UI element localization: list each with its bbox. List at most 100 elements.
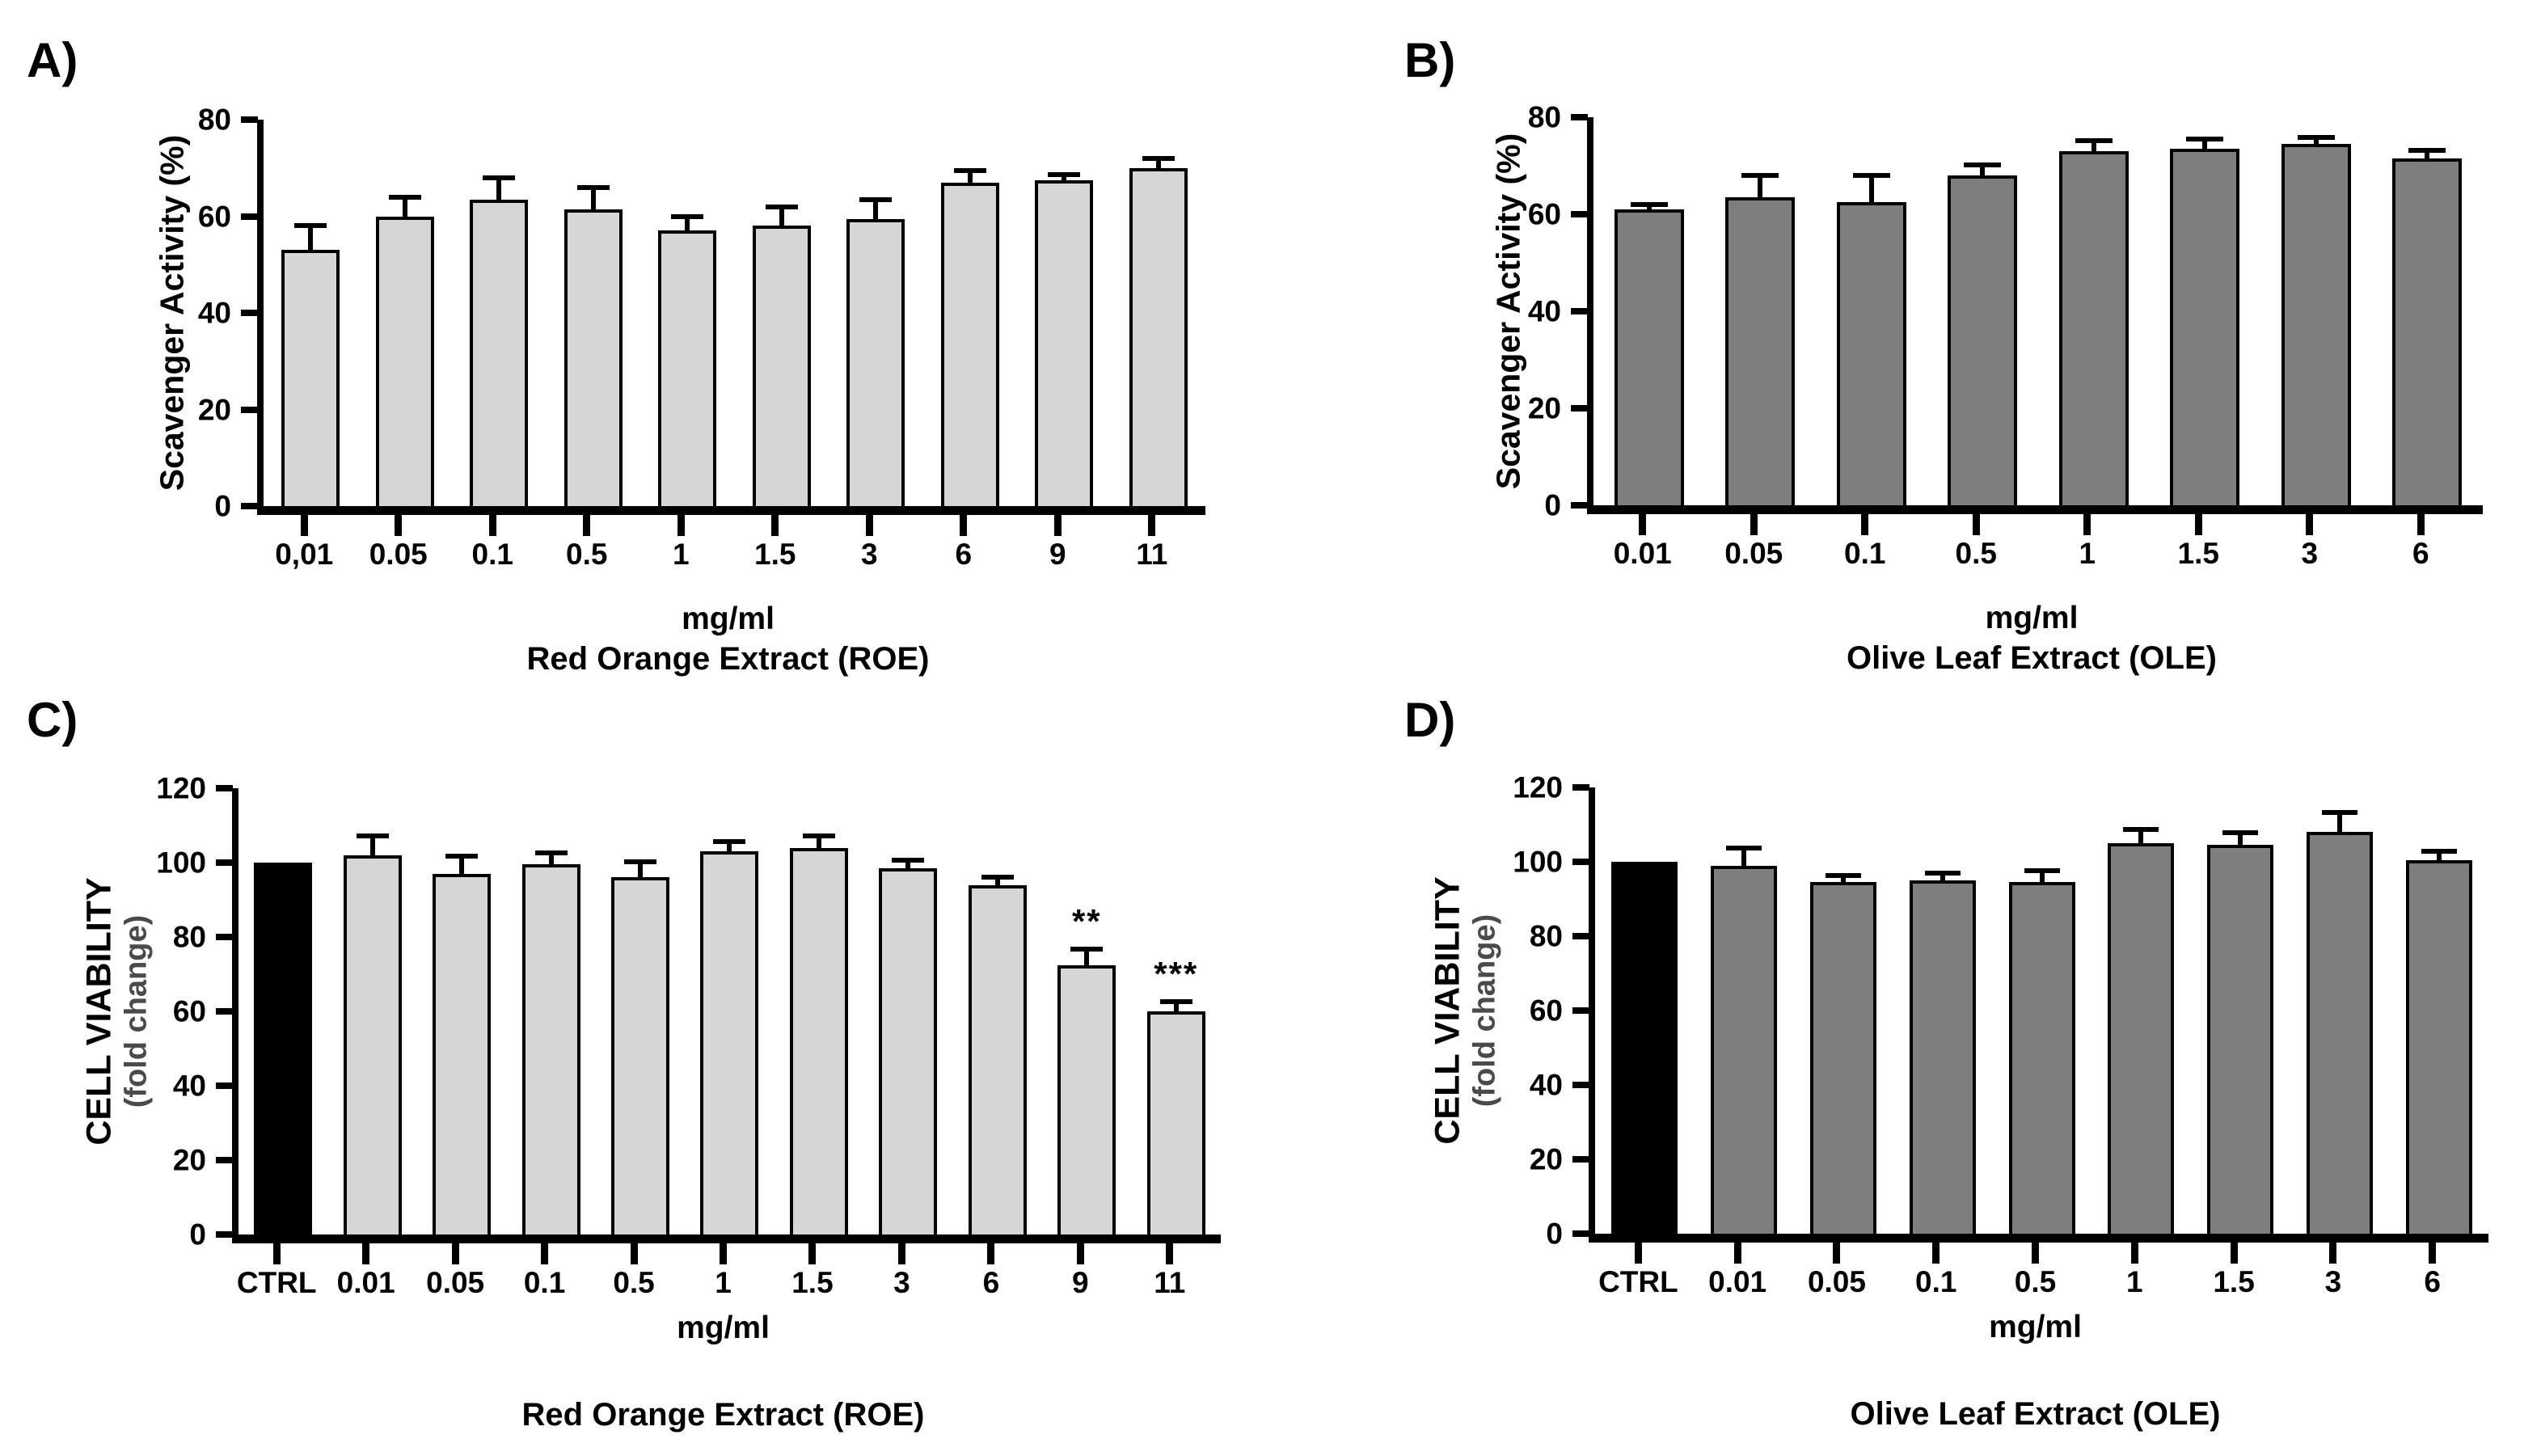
x-category-label: 6 <box>2412 537 2429 570</box>
x-axis-tick <box>1148 515 1156 536</box>
x-category-slot: 3 <box>2283 1267 2383 1297</box>
x-category-label: 0.01 <box>1708 1265 1767 1298</box>
panel-b-plot-wrap: Scavenger Activity (%) 0 20 40 60 80 0.01 0.0… <box>1489 103 2483 674</box>
error-bar-cap <box>671 213 704 219</box>
x-tick-slot <box>1589 1243 1688 1264</box>
x-tick-slot <box>2085 1243 2184 1264</box>
bar <box>879 867 938 1234</box>
error-bar-cap <box>953 167 986 173</box>
x-axis-tick <box>395 515 403 536</box>
x-tick-slot <box>1809 514 1921 535</box>
x-tick-slot <box>1011 515 1105 536</box>
error-bar-cap <box>2297 134 2335 140</box>
x-category-slot: 0.5 <box>1986 1267 2085 1297</box>
x-category-slot: 6 <box>2366 538 2477 568</box>
chart-title: Red Orange Extract (ROE) <box>526 641 930 677</box>
bar <box>2170 149 2240 505</box>
error-bar-stem <box>2425 152 2430 158</box>
y-axis-tick-label: 40 <box>197 296 231 330</box>
x-category-slot: 0.5 <box>1921 538 2032 568</box>
x-category-label: CTRL <box>1598 1265 1678 1298</box>
y-axis-tick <box>1571 405 1588 411</box>
x-axis-tick <box>1833 1243 1841 1264</box>
x-category-slot: 6 <box>917 539 1011 569</box>
x-tick-row <box>1587 514 2476 535</box>
bars <box>1595 787 2488 1234</box>
x-axis-tick <box>1733 1243 1741 1264</box>
bar <box>2058 151 2129 505</box>
bars <box>264 120 1205 506</box>
x-tick-slot <box>857 1243 946 1264</box>
x-tick-slot <box>2143 514 2255 535</box>
error-bar-cap <box>1825 872 1861 878</box>
y-axis-tick-label: 60 <box>172 994 206 1028</box>
y-axis-tick-label: 0 <box>1546 1217 1563 1251</box>
error-bar-cap <box>534 850 568 855</box>
bars <box>1593 117 2483 505</box>
bar-slot <box>547 120 641 506</box>
x-tick-slot <box>917 515 1011 536</box>
x-axis-tick <box>987 1243 995 1264</box>
error-bar-stem <box>548 855 554 865</box>
bar-slot <box>775 788 863 1234</box>
panel-d-plot-wrap: CELL VIABILITY (fold change) 0 20 40 60 80 10… <box>1428 773 2488 1430</box>
y-axis-tick <box>1572 784 1589 791</box>
bar <box>254 863 313 1234</box>
error-bar-stem <box>727 844 732 852</box>
y-axis-tick <box>1572 1230 1589 1237</box>
x-axis-tick <box>300 515 308 536</box>
y-axis-tick <box>216 785 233 791</box>
x-tick-row <box>1589 1243 2482 1264</box>
x-axis-tick <box>865 515 873 536</box>
x-tick-slot <box>1886 1243 1986 1264</box>
bar-slot <box>238 788 327 1234</box>
y-axis-title-line2: (fold change) <box>119 914 154 1108</box>
x-category-label: 6 <box>2424 1265 2441 1298</box>
error-bar-cap <box>1924 871 1961 876</box>
x-category-row: CTRL 0.01 0.05 0.1 0.5 1 1.5 3 6 9 11 <box>232 1268 1214 1298</box>
error-bar-stem <box>459 859 465 874</box>
bar <box>2392 158 2463 505</box>
x-axis-tick <box>2230 1243 2238 1264</box>
bar <box>968 884 1027 1234</box>
x-tick-slot <box>822 515 917 536</box>
x-axis-tick <box>2083 514 2091 535</box>
y-axis-tick-label: 40 <box>1527 294 1561 328</box>
x-category-label: 3 <box>2324 1265 2342 1298</box>
bar-slot <box>1927 117 2039 505</box>
error-bar-stem <box>308 228 314 251</box>
x-category-label: 1 <box>2079 537 2096 570</box>
error-bar-cap <box>802 834 835 839</box>
y-axis-title-line2: (fold change) <box>1467 914 1502 1108</box>
error-bar-stem <box>496 179 502 200</box>
x-tick-slot <box>947 1243 1036 1264</box>
x-category-label: 3 <box>893 1266 910 1299</box>
x-axis-tick <box>677 515 685 536</box>
bar-slot <box>2191 787 2290 1234</box>
error-bar-stem <box>590 189 596 209</box>
x-axis-tick <box>2329 1243 2337 1264</box>
x-axis-tick <box>2032 1243 2040 1264</box>
error-bar-cap <box>1852 173 1890 178</box>
error-bar-stem <box>369 838 375 855</box>
y-axis-title: Scavenger Activity (%) <box>153 135 191 492</box>
x-tick-slot <box>321 1243 410 1264</box>
error-bar-stem <box>994 879 1000 885</box>
error-bar-stem <box>1646 207 1652 209</box>
x-axis-tick <box>897 1243 905 1264</box>
error-bar-cap <box>1048 172 1081 178</box>
bar-slot <box>2038 117 2150 505</box>
error-bar-cap <box>765 204 798 209</box>
bar <box>2108 843 2175 1234</box>
bar-slot: ** <box>1042 788 1131 1234</box>
x-axis-tick <box>2416 514 2425 535</box>
x-tick-slot <box>2283 1243 2383 1264</box>
bar-slot <box>1705 117 1817 505</box>
error-bar-cap <box>1630 202 1668 207</box>
bar <box>1614 209 1684 505</box>
x-category-label: 0.1 <box>523 1266 566 1299</box>
y-axis-tick <box>241 503 258 509</box>
x-axis-tick <box>808 1243 817 1264</box>
x-category-label: 1.5 <box>2213 1265 2255 1298</box>
